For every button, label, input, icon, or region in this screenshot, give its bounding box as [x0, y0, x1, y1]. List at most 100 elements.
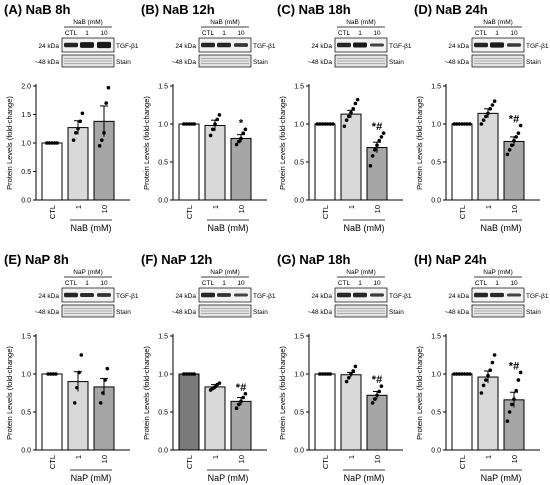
y-tick-label: 1.0	[158, 372, 168, 379]
y-axis-label: Protein Levels (fold-change)	[5, 96, 14, 190]
band	[80, 42, 94, 48]
panel-d: (D) NaB 24h NaB (mM) CTL 1 10 24 kDa ~48 kDa TG…	[414, 2, 549, 233]
data-point	[74, 130, 78, 135]
lane-label: 10	[100, 30, 108, 37]
lane-label: 1	[495, 280, 499, 287]
band	[490, 42, 504, 48]
kda-bottom: ~48 kDa	[35, 309, 60, 316]
band	[370, 43, 384, 47]
data-point	[512, 397, 516, 401]
data-point	[462, 372, 467, 376]
data-point	[379, 384, 384, 388]
bar-10	[230, 137, 252, 201]
x-tick-label: 1	[484, 205, 493, 209]
bar-ctl	[314, 123, 336, 201]
y-tick-label: 0.0	[21, 448, 31, 455]
y-tick-label: 0.5	[294, 410, 304, 417]
data-point	[484, 378, 488, 382]
y-tick-label: 0.0	[431, 198, 441, 205]
data-point	[460, 372, 464, 376]
bar-ctl	[41, 373, 63, 451]
data-point	[507, 148, 512, 152]
y-tick-label: 0.0	[294, 198, 304, 205]
data-point	[505, 152, 510, 157]
bar-1	[477, 376, 499, 451]
data-point	[468, 372, 472, 376]
data-point	[479, 122, 484, 126]
x-tick-label: CTL	[185, 205, 194, 219]
panel-b: (B) NaB 12h NaB (mM) CTL 1 10 24 kDa ~48 kDa TG…	[141, 2, 276, 233]
data-point	[187, 372, 191, 376]
panel-h: (H) NaP 24h NaP (mM) CTL 1 10 24 kDa ~48 kDa TG…	[414, 252, 549, 483]
lane-label: 10	[373, 30, 381, 37]
data-point	[100, 138, 104, 142]
y-tick-label: 0.5	[21, 169, 31, 176]
x-tick-label: 1	[74, 205, 83, 209]
y-tick-label: 0.0	[294, 448, 304, 455]
data-point	[318, 122, 322, 126]
lane-label: CTL	[475, 30, 488, 37]
bar-ctl	[178, 373, 200, 451]
significance-marker: *#	[372, 121, 382, 133]
band-label-top: TGF-β1	[389, 293, 412, 300]
band	[217, 293, 231, 297]
y-tick-label: 0.5	[431, 160, 441, 167]
blot-header: NaB (mM)	[210, 19, 240, 26]
x-tick-label: 10	[373, 205, 382, 213]
data-point	[381, 131, 386, 135]
x-axis-label: NaP (mM)	[71, 473, 112, 483]
x-tick-label: CTL	[458, 205, 467, 219]
data-point	[468, 122, 472, 126]
band-label-top: TGF-β1	[389, 43, 412, 50]
x-axis-label: NaB (mM)	[71, 223, 112, 233]
data-point	[375, 393, 379, 398]
y-tick-label: 0.0	[158, 198, 168, 205]
y-tick-label: 1.0	[294, 122, 304, 129]
lane-label: 10	[510, 280, 518, 287]
data-point	[77, 370, 81, 375]
y-tick-label: 1.5	[158, 84, 168, 91]
band	[64, 292, 78, 298]
data-point	[52, 141, 57, 145]
y-tick-label: 0.5	[158, 410, 168, 417]
band-label-top: TGF-β1	[253, 43, 276, 50]
band-label-bottom: Stain	[116, 59, 131, 66]
blot-header: NaB (mM)	[346, 19, 376, 26]
panel-g: (G) NaP 18h NaP (mM) CTL 1 10 24 kDa ~48 kDa TG…	[277, 252, 412, 483]
band	[97, 41, 111, 49]
band-label-bottom: Stain	[253, 59, 268, 66]
band	[474, 292, 488, 298]
x-tick-label: 1	[211, 455, 220, 459]
blot-header: NaB (mM)	[483, 19, 513, 26]
data-point	[375, 143, 379, 148]
bar-1	[67, 127, 89, 201]
data-point	[98, 401, 103, 405]
data-point	[342, 124, 347, 129]
data-point	[315, 122, 320, 126]
y-tick-label: 1.5	[294, 334, 304, 341]
data-point	[344, 379, 349, 384]
band-label-top: TGF-β1	[116, 293, 139, 300]
data-point	[373, 397, 377, 401]
data-point	[452, 122, 457, 126]
data-point	[488, 107, 493, 111]
data-point	[328, 372, 333, 376]
panel-c: (C) NaB 18h NaB (mM) CTL 1 10 24 kDa ~48 kDa TG…	[277, 2, 412, 233]
lane-label: 1	[358, 30, 362, 37]
panel-f: (F) NaP 12h NaP (mM) CTL 1 10 24 kDa ~48 kDa TG…	[141, 252, 276, 483]
band-label-top: TGF-β1	[526, 43, 549, 50]
x-axis-label: NaP (mM)	[481, 473, 522, 483]
kda-top: 24 kDa	[448, 293, 469, 300]
band-label-bottom: Stain	[526, 59, 541, 66]
x-tick-label: 10	[100, 205, 109, 213]
data-point	[460, 122, 464, 126]
panel-title: (F) NaP 12h	[141, 252, 212, 267]
data-point	[213, 385, 217, 389]
bar-1	[204, 125, 226, 201]
band	[80, 292, 94, 298]
y-tick-label: 0.5	[431, 410, 441, 417]
blot-header: NaP (mM)	[210, 269, 240, 276]
data-point	[457, 122, 462, 126]
panel-title: (B) NaB 12h	[141, 2, 215, 17]
